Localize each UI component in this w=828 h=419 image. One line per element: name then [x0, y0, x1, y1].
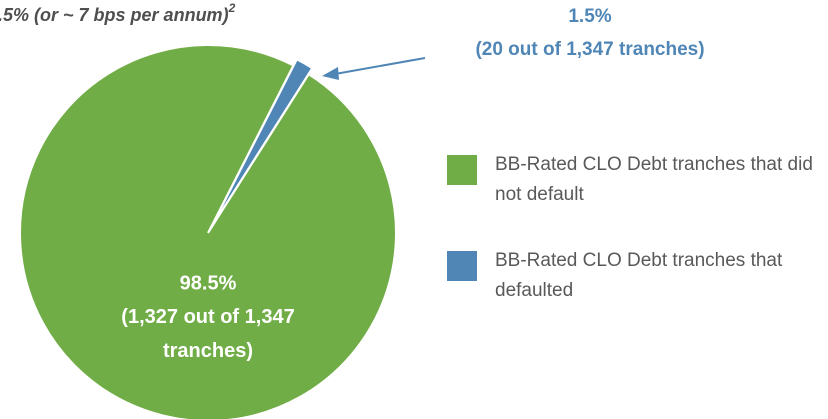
legend-item: BB-Rated CLO Debt tranches that defaulte…: [447, 246, 827, 306]
legend-label: BB-Rated CLO Debt tranches that did not …: [495, 154, 813, 205]
chart-title: 1.5% (or ~ 7 bps per annum)2: [0, 1, 236, 25]
legend-item: BB-Rated CLO Debt tranches that did not …: [447, 150, 827, 210]
title-text: 1.5% (or ~ 7 bps per annum): [0, 5, 229, 25]
legend-label: BB-Rated CLO Debt tranches that defaulte…: [495, 250, 783, 301]
data-label: 1.5%: [568, 6, 611, 27]
data-detail-label: (1,327 out of 1,347 tranches): [121, 306, 295, 362]
data-detail-box: (1,327 out of 1,347 tranches): [121, 306, 295, 362]
legend-swatch: [447, 251, 477, 281]
callout-arrow: [322, 67, 339, 80]
pie-slice: [210, 58, 314, 228]
data-label: 98.5%: [180, 272, 237, 294]
callout-line: [334, 57, 426, 75]
legend-swatch: [447, 155, 477, 185]
title-note: 2: [228, 1, 236, 15]
data-detail-label: (20 out of 1,347 tranches): [475, 39, 704, 60]
pie-slice: [19, 44, 397, 419]
